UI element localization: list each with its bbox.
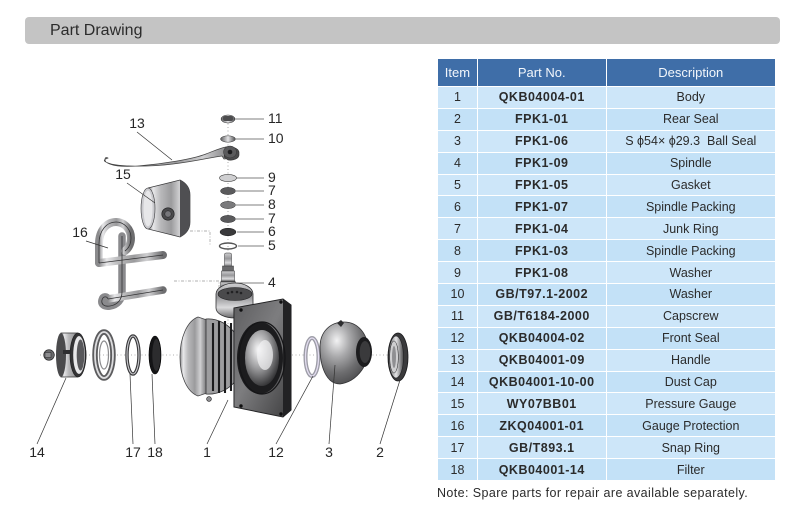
svg-text:11: 11 [268,110,283,126]
svg-text:16: 16 [72,224,88,240]
svg-text:3: 3 [325,444,333,460]
svg-text:10: 10 [268,130,284,146]
svg-text:13: 13 [129,115,145,131]
svg-text:17: 17 [125,444,141,460]
svg-text:4: 4 [268,274,276,290]
svg-text:5: 5 [268,237,276,253]
svg-text:12: 12 [268,444,284,460]
svg-text:18: 18 [147,444,163,460]
svg-text:1: 1 [203,444,211,460]
svg-text:2: 2 [376,444,384,460]
svg-text:14: 14 [29,444,45,460]
svg-text:15: 15 [115,166,131,182]
